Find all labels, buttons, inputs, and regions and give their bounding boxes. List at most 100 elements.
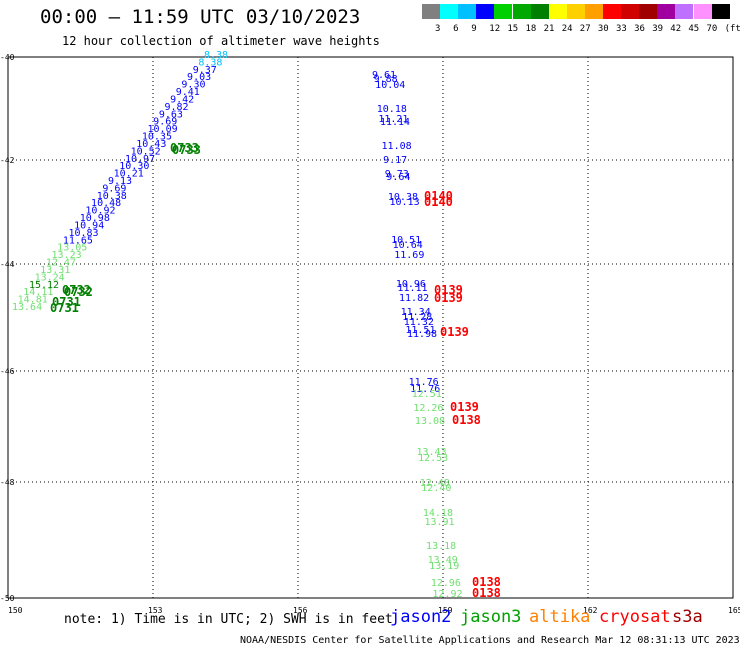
- swh-label: 10.04: [375, 80, 405, 91]
- swh-label: 11.08: [382, 141, 412, 152]
- scale-swatch: [530, 4, 549, 19]
- swh-label: 10.21: [114, 169, 144, 180]
- scale-swatch: [440, 4, 459, 19]
- page-subtitle: 12 hour collection of altimeter wave hei…: [62, 34, 380, 48]
- swh-label: 12.53: [418, 453, 448, 464]
- swh-label: 10.96: [396, 279, 426, 290]
- time-label: 0139: [450, 400, 479, 414]
- y-tick-label: -50: [0, 594, 15, 603]
- scale-label: 36: [634, 24, 645, 34]
- swh-label: 9.03: [187, 72, 211, 83]
- time-label: 0731: [52, 295, 81, 309]
- swh-label: 10.48: [91, 198, 121, 209]
- scale-swatch: [458, 4, 477, 19]
- swh-label: 14.18: [423, 508, 453, 519]
- swh-label: 9.88: [374, 74, 398, 85]
- swh-label: 9.64: [386, 172, 410, 183]
- swh-label: 10.98: [80, 213, 110, 224]
- swh-label: 9.82: [164, 102, 188, 113]
- swh-label: 9.41: [176, 87, 200, 98]
- swh-label: 12.92: [432, 589, 462, 600]
- scale-swatch: [639, 4, 658, 19]
- x-tick-label: 162: [583, 606, 598, 615]
- scale-label: 27: [579, 24, 591, 34]
- scale-swatch: [494, 4, 513, 19]
- swh-label: 9.37: [193, 65, 217, 76]
- time-label: 0732: [64, 285, 93, 299]
- swh-label: 12.40: [421, 483, 451, 494]
- swh-label: 14.81: [18, 295, 48, 306]
- swh-label: 10.30: [119, 161, 149, 172]
- scale-label: (ft): [724, 24, 740, 34]
- scale-label: 21: [543, 24, 555, 34]
- swh-label: 9.61: [372, 70, 396, 81]
- time-label: 0733: [172, 143, 201, 157]
- scale-swatch: [657, 4, 676, 19]
- swh-label: 12.26: [413, 403, 443, 414]
- scale-swatch: [584, 4, 603, 19]
- swh-label: 11.76: [410, 384, 440, 395]
- swh-label: 9.17: [383, 155, 407, 166]
- scale-swatch: [621, 4, 640, 19]
- swh-label: 12.51: [412, 389, 442, 400]
- y-tick-label: -42: [0, 156, 15, 165]
- time-label: 0139: [434, 283, 463, 297]
- scale-label: 9: [471, 24, 477, 34]
- swh-label: 9.13: [108, 176, 132, 187]
- y-tick-label: -44: [0, 260, 15, 269]
- swh-label: 10.35: [142, 132, 172, 143]
- swh-label: 11.34: [401, 307, 431, 318]
- swh-label: 9.69: [153, 117, 177, 128]
- swh-label: 11.21: [378, 114, 408, 125]
- time-label: 0138: [472, 575, 501, 589]
- scale-swatch: [693, 4, 712, 19]
- scale-swatch: [675, 4, 694, 19]
- swh-label: 10.52: [131, 146, 161, 157]
- page-title: 00:00 – 11:59 UTC 03/10/2023: [40, 6, 361, 28]
- swh-label: 13.91: [424, 517, 454, 528]
- swh-label: 12.48: [420, 478, 450, 489]
- swh-label: 9.63: [159, 109, 183, 120]
- swh-label: 10.51: [391, 235, 421, 246]
- y-tick-label: -48: [0, 478, 15, 487]
- swh-label: 11.82: [399, 293, 429, 304]
- swh-label: 11.65: [63, 235, 93, 246]
- swh-label: 13.05: [57, 243, 87, 254]
- swh-label: 12.47: [46, 258, 76, 269]
- swh-label: 13.18: [426, 541, 456, 552]
- swh-label: 11.69: [394, 250, 424, 261]
- swh-label: 11.11: [397, 283, 427, 294]
- swh-label: 9.73: [385, 169, 409, 180]
- time-label: 0140: [424, 189, 453, 203]
- swh-label: 10.38: [97, 191, 127, 202]
- scale-label: 18: [525, 24, 537, 34]
- scale-label: 30: [597, 24, 609, 34]
- scale-label: 12: [489, 24, 501, 34]
- swh-label: 13.24: [35, 272, 65, 283]
- swh-label: 10.92: [85, 206, 115, 217]
- scale-swatch: [548, 4, 567, 19]
- swh-label: 13.31: [40, 265, 70, 276]
- footer-note: note: 1) Time is in UTC; 2) SWH is in fe…: [64, 612, 393, 627]
- legend-item-altika: altika: [529, 607, 591, 627]
- swh-label: 11.32: [404, 317, 434, 328]
- swh-label: 9.69: [102, 183, 126, 194]
- scale-swatch: [422, 4, 440, 19]
- swh-label: 10.94: [74, 220, 104, 231]
- swh-label: 9.30: [181, 80, 205, 91]
- scale-label: 42: [670, 24, 682, 34]
- grid: [8, 57, 733, 598]
- time-label: 0139: [434, 291, 463, 305]
- swh-label: 10.09: [148, 124, 178, 135]
- legend-item-jason3: jason3: [460, 607, 522, 627]
- scale-label: 33: [616, 24, 627, 34]
- time-label: 0139: [440, 325, 469, 339]
- time-label: 0732: [62, 283, 91, 297]
- diagonal-track: 8.388.389.379.039.309.419.429.829.639.69…: [12, 50, 228, 315]
- swh-label: 14.11: [23, 287, 53, 298]
- swh-label: 8.38: [204, 50, 228, 61]
- swh-label: 11.98: [407, 329, 437, 340]
- plot-frame: [7, 56, 734, 599]
